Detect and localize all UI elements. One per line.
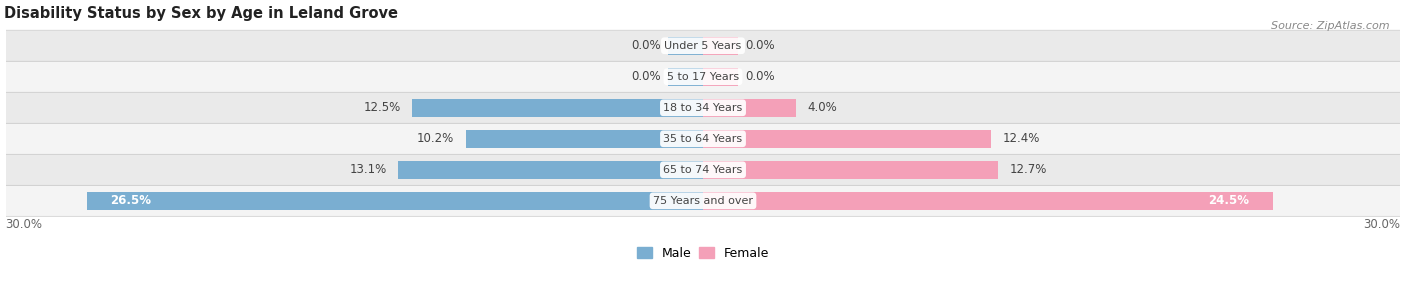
Text: Source: ZipAtlas.com: Source: ZipAtlas.com [1271, 21, 1389, 31]
Bar [87, 192, 703, 210]
Bar [412, 99, 703, 117]
Bar [703, 37, 738, 55]
Bar [465, 130, 703, 148]
FancyBboxPatch shape [6, 185, 1400, 216]
Text: 12.5%: 12.5% [364, 101, 401, 114]
FancyBboxPatch shape [6, 123, 1400, 154]
Legend: Male, Female: Male, Female [631, 242, 775, 264]
Text: Disability Status by Sex by Age in Leland Grove: Disability Status by Sex by Age in Lelan… [4, 5, 398, 21]
Text: 65 to 74 Years: 65 to 74 Years [664, 165, 742, 175]
Text: 4.0%: 4.0% [807, 101, 838, 114]
FancyBboxPatch shape [6, 154, 1400, 185]
Bar [703, 68, 738, 86]
Bar [668, 37, 703, 55]
FancyBboxPatch shape [6, 92, 1400, 123]
Bar [398, 161, 703, 179]
Bar [703, 130, 991, 148]
Text: 35 to 64 Years: 35 to 64 Years [664, 134, 742, 144]
Bar [668, 68, 703, 86]
Text: 0.0%: 0.0% [631, 39, 661, 52]
Text: 10.2%: 10.2% [418, 132, 454, 145]
Text: 12.4%: 12.4% [1002, 132, 1040, 145]
Text: 12.7%: 12.7% [1010, 163, 1047, 176]
Text: 30.0%: 30.0% [6, 219, 42, 231]
Text: 0.0%: 0.0% [745, 70, 775, 83]
Text: 0.0%: 0.0% [745, 39, 775, 52]
Bar [703, 99, 796, 117]
Text: 24.5%: 24.5% [1208, 194, 1250, 207]
Text: 5 to 17 Years: 5 to 17 Years [666, 72, 740, 82]
FancyBboxPatch shape [6, 30, 1400, 61]
Text: 13.1%: 13.1% [350, 163, 387, 176]
FancyBboxPatch shape [6, 61, 1400, 92]
Text: 26.5%: 26.5% [110, 194, 152, 207]
Text: 30.0%: 30.0% [1364, 219, 1400, 231]
Bar [703, 161, 998, 179]
Text: 75 Years and over: 75 Years and over [652, 196, 754, 206]
Text: Under 5 Years: Under 5 Years [665, 41, 741, 51]
Text: 0.0%: 0.0% [631, 70, 661, 83]
Text: 18 to 34 Years: 18 to 34 Years [664, 103, 742, 113]
Bar [703, 192, 1272, 210]
